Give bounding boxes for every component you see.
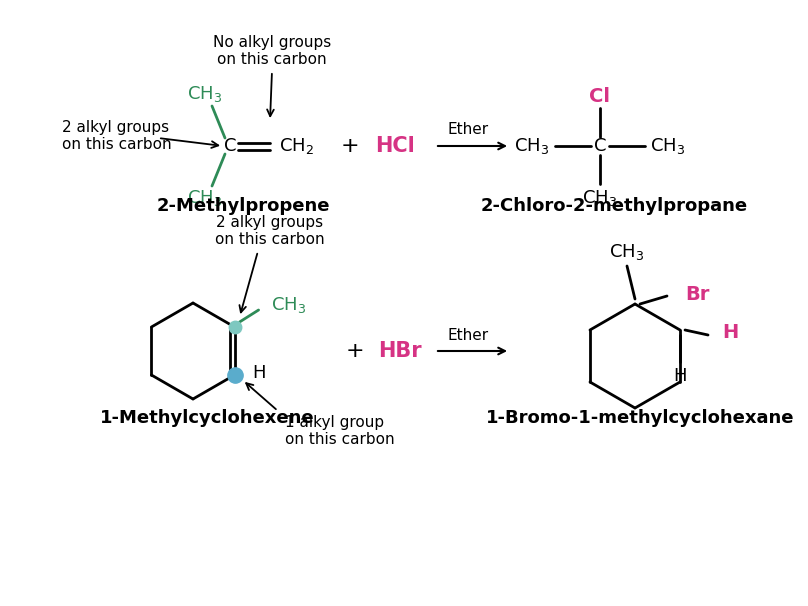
- Text: No alkyl groups
on this carbon: No alkyl groups on this carbon: [213, 35, 331, 67]
- Text: CH$_3$: CH$_3$: [583, 188, 617, 208]
- Text: 2-Methylpropene: 2-Methylpropene: [156, 197, 330, 215]
- Text: +: +: [341, 136, 360, 156]
- Text: 1 alkyl group
on this carbon: 1 alkyl group on this carbon: [285, 415, 394, 447]
- Text: HBr: HBr: [378, 341, 422, 361]
- Text: H: H: [253, 364, 266, 382]
- Text: 1-Bromo-1-methylcyclohexane: 1-Bromo-1-methylcyclohexane: [486, 409, 794, 427]
- Text: CH$_3$: CH$_3$: [271, 295, 306, 315]
- Text: C: C: [224, 137, 236, 155]
- Text: HCl: HCl: [375, 136, 415, 156]
- Text: H: H: [673, 367, 687, 385]
- Text: Ether: Ether: [448, 122, 489, 138]
- Text: CH$_3$: CH$_3$: [650, 136, 686, 156]
- Text: Cl: Cl: [590, 87, 611, 105]
- Text: Br: Br: [685, 284, 709, 304]
- Text: +: +: [346, 341, 364, 361]
- Text: CH$_2$: CH$_2$: [280, 136, 314, 156]
- Text: C: C: [594, 137, 606, 155]
- Text: CH$_3$: CH$_3$: [187, 84, 223, 104]
- Text: 1-Methylcyclohexene: 1-Methylcyclohexene: [99, 409, 314, 427]
- Text: CH$_3$: CH$_3$: [515, 136, 549, 156]
- Text: 2-Chloro-2-methylpropane: 2-Chloro-2-methylpropane: [481, 197, 747, 215]
- Text: CH$_3$: CH$_3$: [609, 242, 645, 262]
- Text: 2 alkyl groups
on this carbon: 2 alkyl groups on this carbon: [215, 215, 325, 247]
- Text: CH$_3$: CH$_3$: [187, 188, 223, 208]
- Text: H: H: [722, 324, 739, 342]
- Text: 2 alkyl groups
on this carbon: 2 alkyl groups on this carbon: [62, 120, 171, 152]
- Text: Ether: Ether: [448, 327, 489, 342]
